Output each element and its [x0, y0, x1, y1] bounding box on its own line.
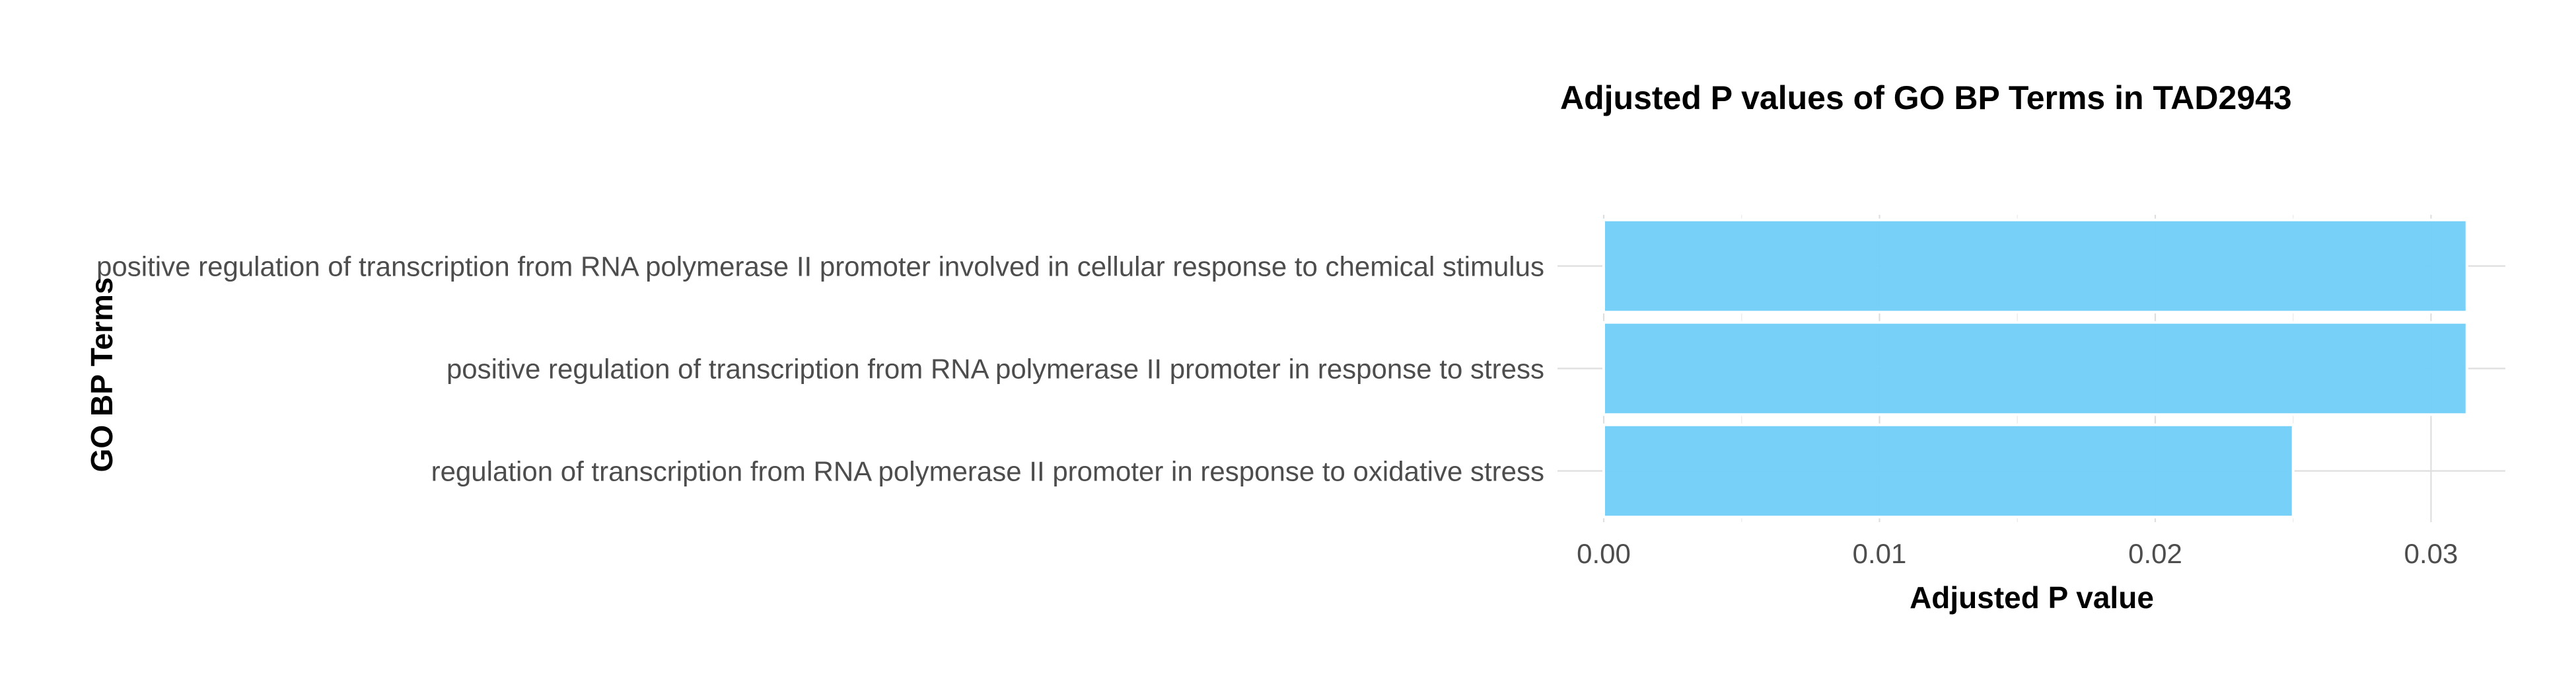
bar	[1602, 423, 2295, 519]
x-axis-title: Adjusted P value	[1910, 580, 2154, 615]
bars	[1602, 218, 2468, 519]
x-tick-label: 0.00	[1577, 538, 1631, 569]
y-axis-title: GO BP Terms	[85, 278, 119, 473]
x-tick-labels: 0.00 0.01 0.02 0.03	[1577, 538, 2458, 569]
category-label: positive regulation of transcription fro…	[447, 354, 1544, 385]
x-tick-label: 0.02	[2128, 538, 2182, 569]
x-tick-label: 0.03	[2404, 538, 2458, 569]
x-tick-label: 0.01	[1853, 538, 1907, 569]
category-labels: positive regulation of transcription fro…	[96, 251, 1544, 487]
bar	[1602, 321, 2468, 416]
category-label: positive regulation of transcription fro…	[96, 251, 1544, 282]
bar	[1602, 218, 2468, 314]
chart-title: Adjusted P values of GO BP Terms in TAD2…	[1560, 79, 2292, 116]
category-label: regulation of transcription from RNA pol…	[431, 456, 1544, 487]
